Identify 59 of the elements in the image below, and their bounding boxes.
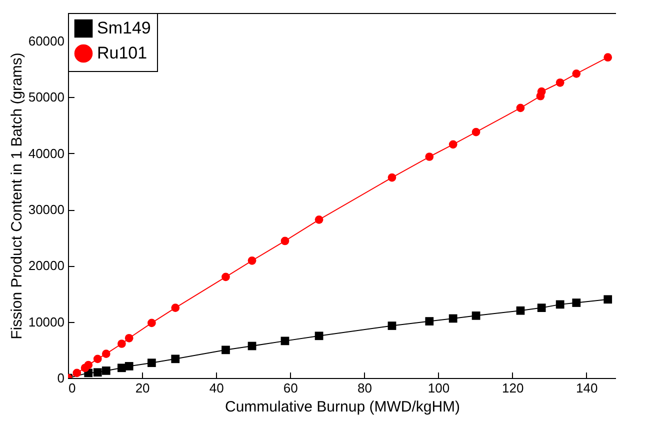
- point: [102, 350, 110, 358]
- x-tick-label: 40: [209, 380, 224, 396]
- point: [118, 340, 126, 348]
- x-tick-label: 0: [68, 380, 76, 396]
- point: [314, 332, 324, 340]
- point: [124, 362, 134, 370]
- point: [604, 295, 612, 304]
- point: [472, 128, 480, 136]
- x-tick-label: 60: [283, 380, 298, 396]
- point: [516, 306, 525, 315]
- point: [604, 53, 612, 62]
- point: [572, 69, 581, 78]
- point: [388, 322, 396, 330]
- point: [222, 346, 230, 354]
- x-tick-label: 80: [357, 380, 372, 396]
- x-axis-title: Cummulative Burnup (MWD/kgHM): [224, 398, 460, 416]
- point: [314, 215, 324, 224]
- point: [118, 364, 126, 372]
- x-tick-label: 100: [428, 380, 450, 396]
- point: [425, 317, 434, 326]
- point: [280, 336, 290, 346]
- point: [93, 368, 102, 377]
- point: [425, 152, 434, 161]
- y-tick-label: 20000: [28, 258, 64, 274]
- point: [556, 78, 564, 87]
- point: [556, 300, 564, 309]
- point: [171, 354, 180, 364]
- point: [537, 87, 546, 96]
- point: [171, 304, 180, 312]
- y-axis-title: Fission Product Content in 1 Batch (grams): [8, 52, 26, 340]
- x-tick-label: 20: [135, 380, 150, 396]
- point: [148, 318, 156, 328]
- point: [93, 354, 102, 364]
- legend-label: Sm149: [97, 18, 151, 38]
- point: [148, 358, 156, 368]
- point: [472, 311, 480, 320]
- point: [84, 360, 93, 370]
- y-tick-label: 60000: [28, 34, 64, 49]
- x-tick-label: 140: [576, 380, 598, 396]
- y-tick-label: 10000: [28, 314, 64, 330]
- y-tick-label: 40000: [28, 146, 64, 161]
- legend-label: Ru101: [97, 44, 148, 62]
- point: [248, 256, 256, 265]
- point: [222, 272, 230, 282]
- point: [102, 366, 110, 375]
- y-tick-label: 30000: [28, 202, 64, 218]
- y-tick-label: 50000: [28, 90, 64, 105]
- point: [572, 298, 581, 307]
- y-tick-label: 0: [57, 370, 64, 386]
- point: [516, 104, 525, 112]
- point: [448, 314, 458, 323]
- point: [537, 304, 546, 312]
- point: [248, 342, 256, 350]
- point: [280, 236, 290, 246]
- point: [124, 334, 134, 342]
- point: [72, 368, 82, 378]
- x-tick-label: 120: [502, 380, 524, 396]
- point: [448, 140, 458, 149]
- point: [388, 173, 396, 182]
